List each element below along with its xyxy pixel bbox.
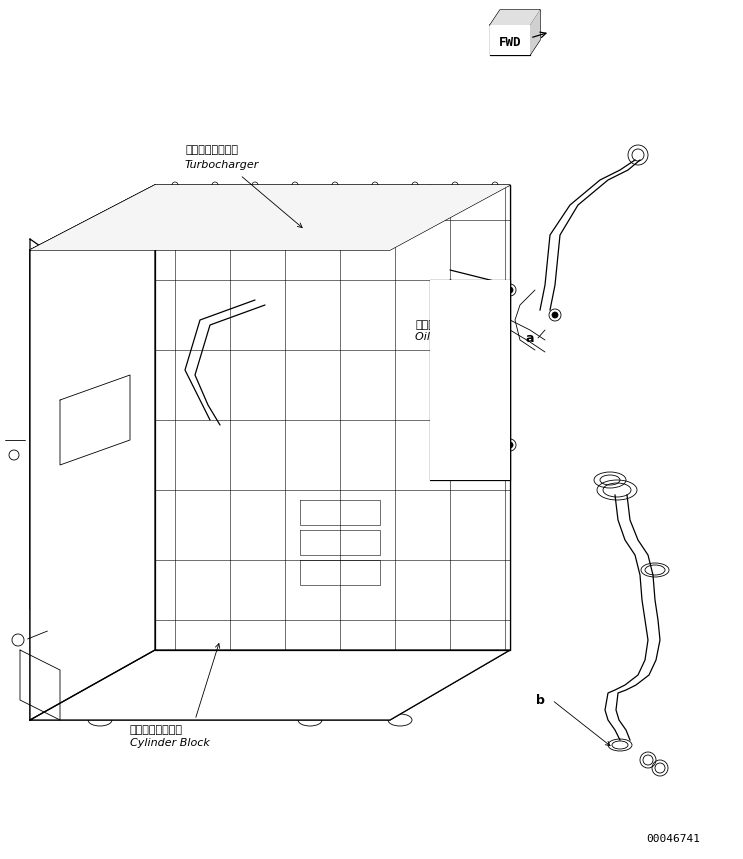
Circle shape: [172, 567, 178, 573]
Text: a: a: [526, 332, 534, 344]
Circle shape: [552, 312, 558, 318]
Circle shape: [507, 287, 513, 293]
Circle shape: [172, 297, 178, 303]
Text: Oil Cooler: Oil Cooler: [415, 332, 470, 342]
Polygon shape: [155, 185, 510, 650]
Text: FWD: FWD: [499, 36, 522, 50]
Polygon shape: [490, 25, 530, 55]
Circle shape: [497, 637, 503, 643]
Circle shape: [172, 447, 178, 453]
Polygon shape: [530, 10, 540, 55]
Text: ターボチャージャ: ターボチャージャ: [185, 145, 238, 155]
Text: オイルクーラ: オイルクーラ: [415, 320, 455, 330]
Circle shape: [507, 442, 513, 448]
Polygon shape: [30, 185, 155, 720]
Text: Turbocharger: Turbocharger: [185, 160, 259, 170]
Text: シリンダブロック: シリンダブロック: [130, 725, 183, 735]
Polygon shape: [30, 185, 510, 250]
Text: b: b: [536, 693, 545, 706]
Polygon shape: [30, 650, 510, 720]
Text: 00046741: 00046741: [646, 834, 700, 844]
Polygon shape: [490, 10, 540, 25]
Polygon shape: [430, 280, 510, 480]
Text: Cylinder Block: Cylinder Block: [130, 738, 210, 748]
Circle shape: [347, 637, 353, 643]
